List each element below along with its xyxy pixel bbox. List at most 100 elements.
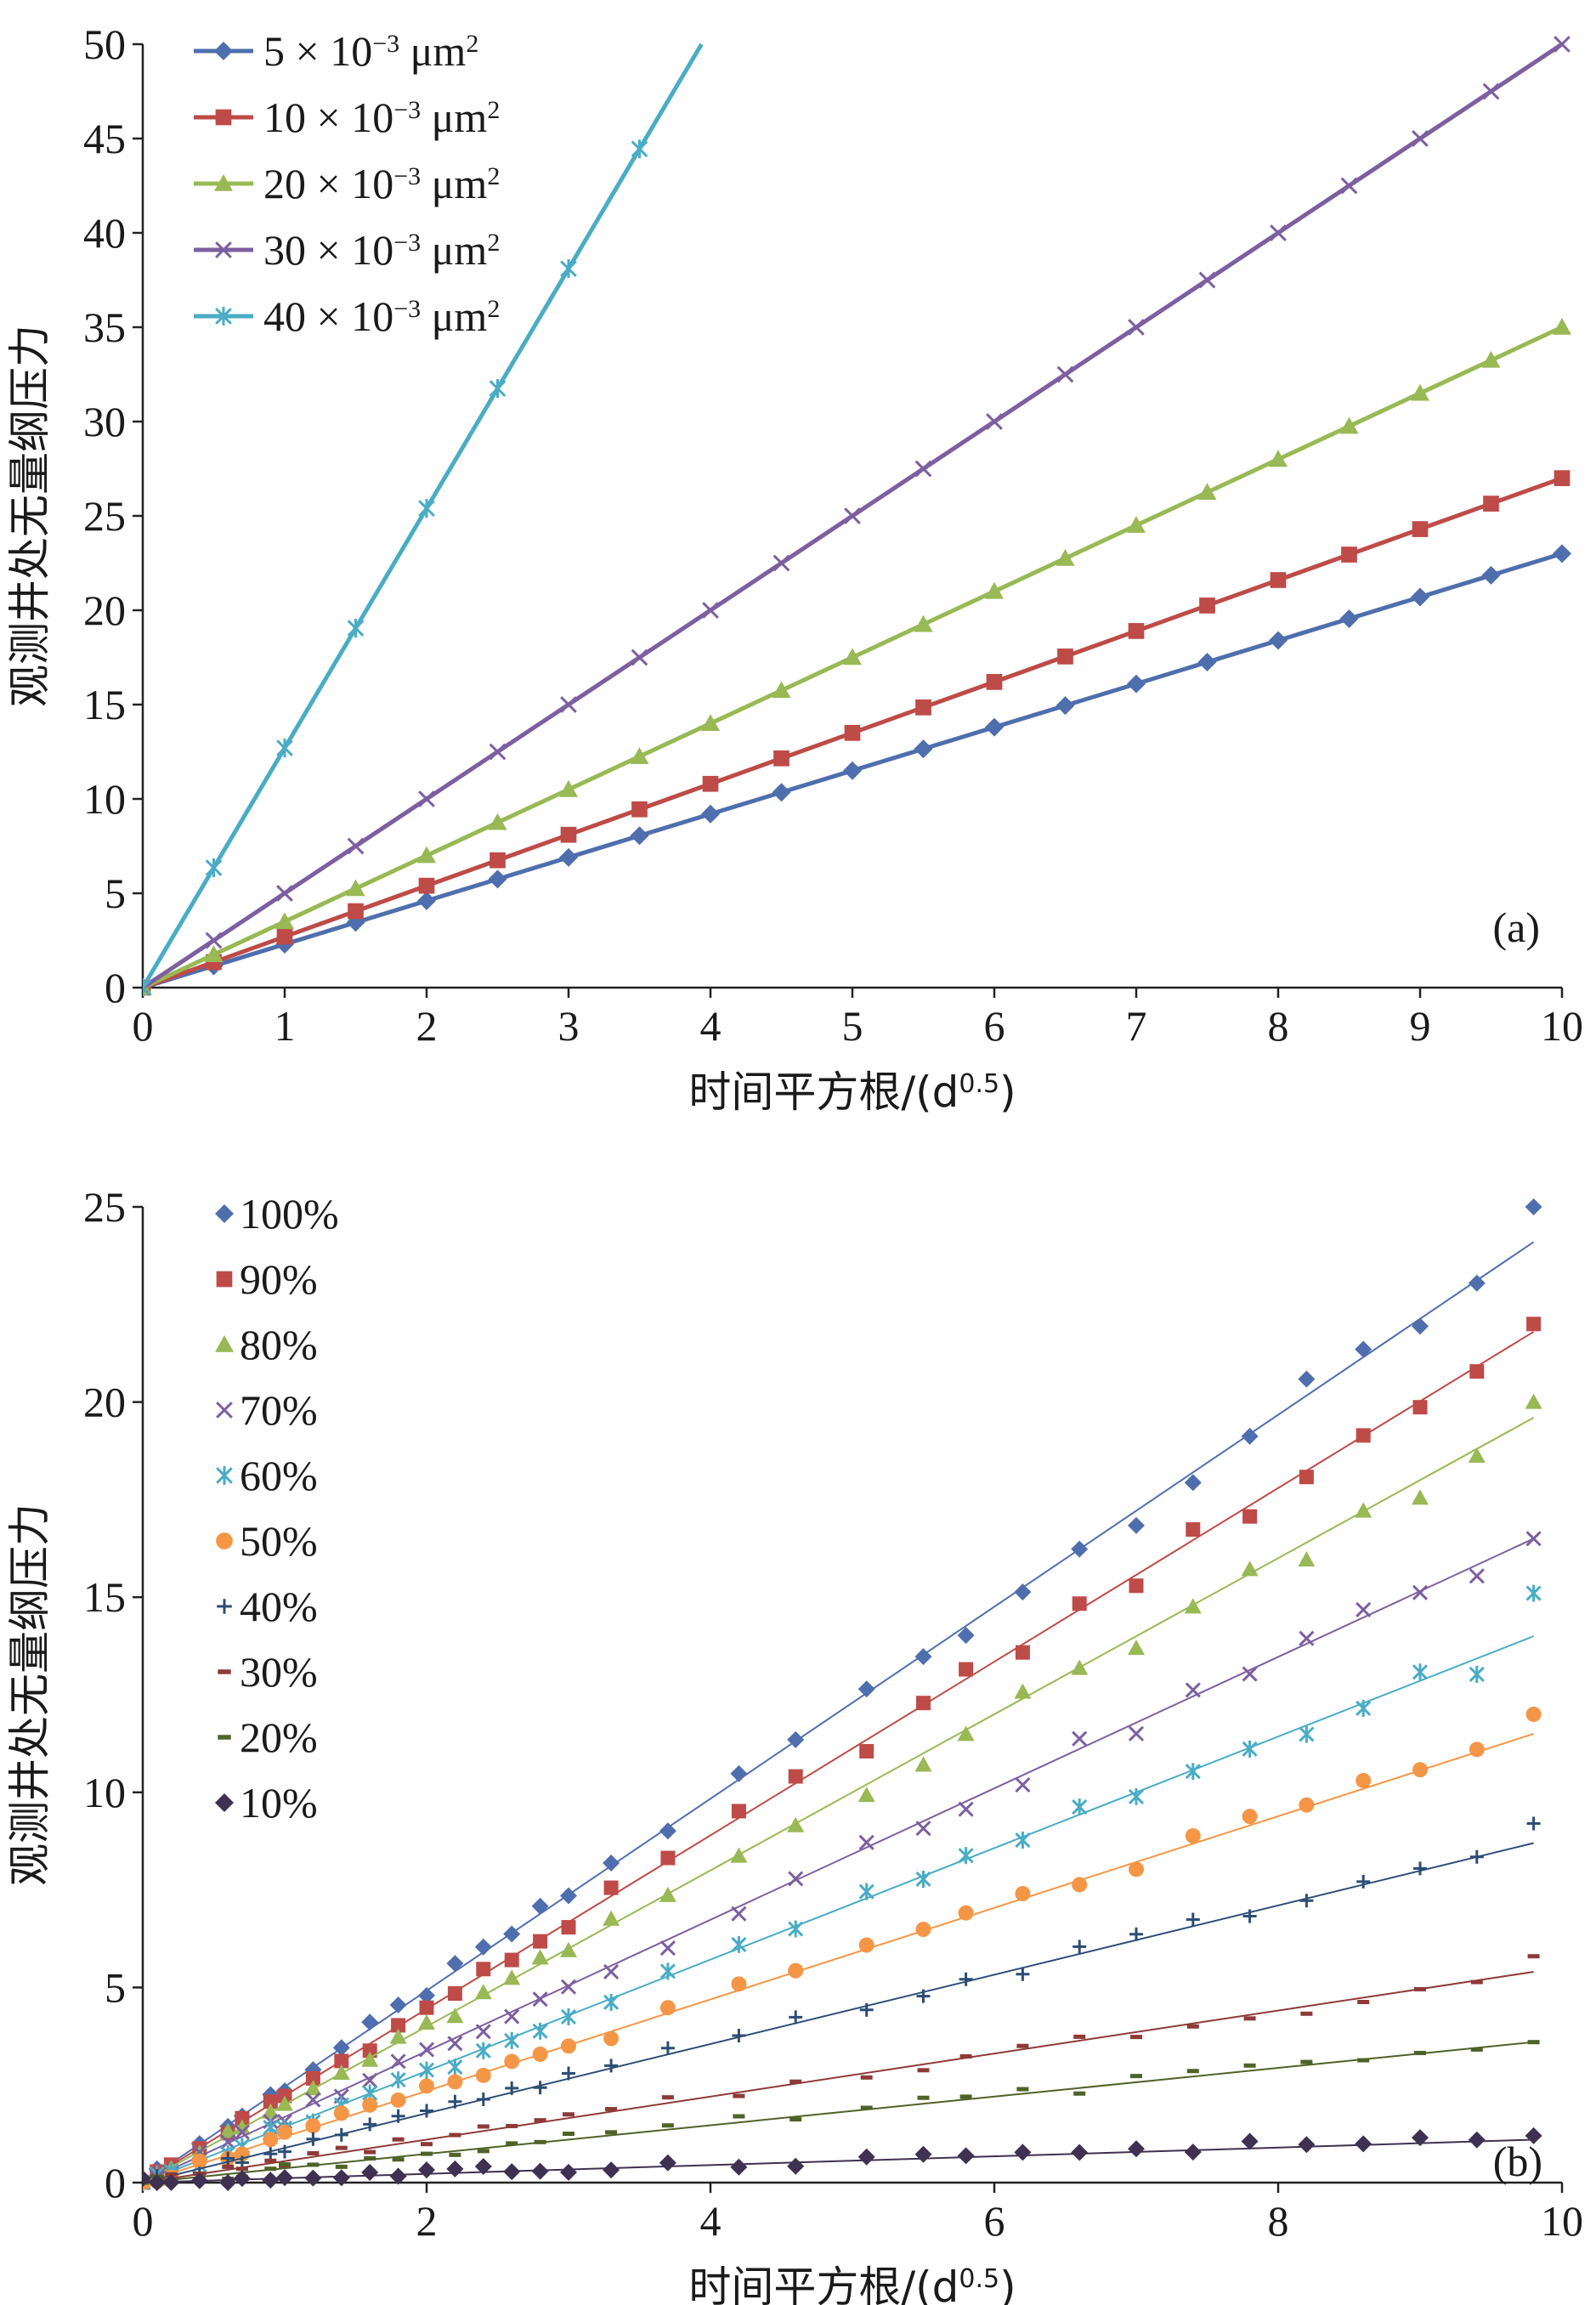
data-point xyxy=(1072,1730,1088,1747)
y-tick-label: 20 xyxy=(83,586,126,634)
data-point xyxy=(562,2066,575,2081)
data-point xyxy=(503,1969,521,1985)
data-point xyxy=(731,1976,747,1992)
data-point xyxy=(605,2130,618,2135)
data-point xyxy=(264,2158,277,2163)
data-point xyxy=(914,460,932,478)
data-point xyxy=(306,2132,320,2146)
data-point xyxy=(1127,674,1146,694)
data-point xyxy=(915,1870,931,1888)
data-point xyxy=(1071,2144,1089,2161)
data-point xyxy=(1356,1874,1371,1889)
data-point xyxy=(235,2110,250,2126)
data-point xyxy=(959,2054,972,2059)
data-point xyxy=(361,2051,379,2067)
data-point xyxy=(1016,2043,1029,2048)
data-point xyxy=(917,2068,930,2073)
superscript: −3 xyxy=(393,229,421,257)
y-tick-label: 45 xyxy=(83,115,126,162)
data-point xyxy=(733,2114,745,2119)
data-point xyxy=(1269,631,1288,650)
data-point xyxy=(959,1972,973,1986)
legend-item: 60% xyxy=(216,1452,318,1499)
legend-item: 40 × 10−3 μm2 xyxy=(194,292,500,340)
superscript: −3 xyxy=(393,295,421,323)
data-point xyxy=(1298,1551,1316,1567)
data-point xyxy=(843,648,862,665)
data-point xyxy=(731,1804,746,1819)
data-point xyxy=(276,928,293,945)
data-point xyxy=(1071,1540,1089,1558)
data-point xyxy=(1243,2016,1256,2021)
data-point xyxy=(1298,1370,1316,1388)
data-point xyxy=(1339,609,1359,628)
data-point xyxy=(858,1883,874,1900)
data-point xyxy=(1184,2144,1202,2161)
data-point xyxy=(702,775,719,792)
data-point xyxy=(1527,2040,1540,2045)
fit-line xyxy=(143,1842,1534,2183)
data-point xyxy=(986,674,1003,690)
data-point xyxy=(364,2155,376,2161)
legend-marker xyxy=(215,241,232,258)
data-point xyxy=(1185,1763,1201,1781)
legend-item: 30 × 10−3 μm2 xyxy=(194,226,500,274)
data-point xyxy=(1355,1772,1372,1788)
data-point xyxy=(263,2132,279,2148)
data-point xyxy=(1414,1986,1426,1991)
data-point xyxy=(1072,1798,1088,1816)
data-point xyxy=(275,912,294,930)
data-point xyxy=(660,2041,675,2055)
data-point xyxy=(191,2153,207,2169)
data-point xyxy=(1127,516,1146,533)
data-point xyxy=(418,877,435,894)
data-point xyxy=(506,2141,518,2146)
data-point xyxy=(1412,1400,1428,1415)
data-point xyxy=(1199,597,1215,614)
legend-label: 80% xyxy=(240,1321,318,1368)
data-point xyxy=(1073,2034,1086,2039)
data-point xyxy=(1072,1596,1087,1611)
data-point xyxy=(417,846,436,864)
data-point xyxy=(1129,1861,1144,1877)
data-point xyxy=(305,2118,321,2134)
data-point xyxy=(1412,130,1429,147)
superscript: 2 xyxy=(466,30,478,58)
data-point xyxy=(477,2149,490,2154)
text-span: μm xyxy=(421,292,487,340)
data-point xyxy=(447,2074,463,2090)
data-point xyxy=(503,2163,521,2181)
data-point xyxy=(1185,1828,1201,1844)
data-point xyxy=(1242,1909,1257,1923)
data-point xyxy=(276,2095,293,2111)
data-point xyxy=(532,1991,548,2008)
data-point xyxy=(504,2008,520,2025)
data-point xyxy=(986,413,1003,430)
fit-line xyxy=(143,1538,1535,2183)
data-point xyxy=(730,1764,748,1782)
data-point xyxy=(1525,1393,1542,1409)
y-tick-label: 15 xyxy=(83,1573,126,1621)
data-point xyxy=(788,1920,804,1938)
series-10-10 xyxy=(143,470,1571,996)
legend-label: 50% xyxy=(240,1517,318,1565)
data-point xyxy=(477,2124,490,2129)
legend-item: 10% xyxy=(215,1779,318,1826)
data-point xyxy=(1186,1912,1200,1927)
data-point xyxy=(1128,2140,1145,2158)
data-point xyxy=(787,2157,805,2175)
data-point xyxy=(1412,1762,1428,1778)
legend-marker xyxy=(218,1735,231,1740)
data-point xyxy=(1469,1364,1485,1379)
data-point xyxy=(533,2081,547,2095)
data-point xyxy=(205,932,223,949)
x-tick-label: 0 xyxy=(133,2197,154,2245)
series-50- xyxy=(143,1706,1542,2190)
data-point xyxy=(420,2104,433,2118)
fit-line xyxy=(143,1635,1534,2183)
data-point xyxy=(790,2079,802,2084)
data-point xyxy=(1186,2069,1199,2074)
data-point xyxy=(489,379,507,399)
data-point xyxy=(914,1648,932,1666)
